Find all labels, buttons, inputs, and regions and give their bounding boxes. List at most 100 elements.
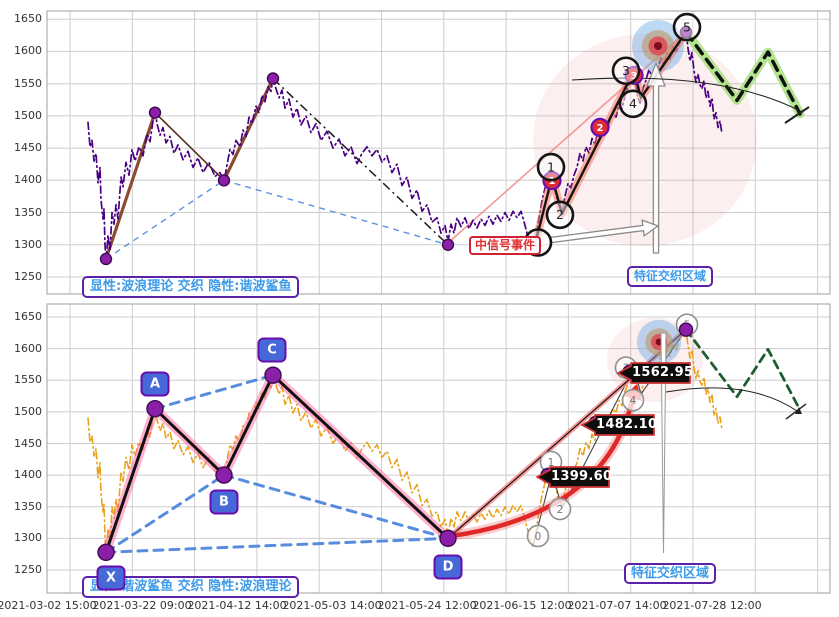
- y-tick-label-top: 1550: [14, 76, 42, 90]
- wave-number-top: 5: [683, 19, 691, 34]
- cd-dashdot-top: [272, 77, 449, 246]
- y-tick-label-bottom: 1300: [14, 531, 42, 545]
- x-tick-label: 2021-05-03 14:00: [282, 599, 382, 612]
- bottom-panel-tag: 显性:谐波鲨鱼 交织 隐性:波浪理论: [82, 576, 300, 598]
- price-tag-shape-1482.1: [581, 414, 655, 436]
- signal-event-number: 1: [549, 176, 556, 187]
- price-tag-1482: 1482.10: [596, 417, 658, 432]
- wave-circle-bottom-2: [548, 497, 572, 521]
- y-tick-label-bottom: 1350: [14, 499, 42, 513]
- wave-line-top: [531, 30, 688, 254]
- panel-border-bottom: [46, 303, 831, 594]
- harmonic-dashed-XB: [104, 473, 226, 554]
- signal-event-marker-2: [590, 117, 610, 138]
- annotation-arc-head-bottom: [795, 407, 802, 414]
- bd-dashed-top: [223, 179, 449, 246]
- wave-circle-top-4: [618, 89, 648, 119]
- x-tick-label: 2021-06-15 12:00: [472, 599, 572, 612]
- wave-number-top: 1: [547, 160, 555, 175]
- pivot-dot-top-5: [679, 25, 693, 39]
- x-tick-label: 2021-07-28 12:00: [662, 599, 762, 612]
- projection-dashed-top: [684, 30, 802, 116]
- pivot-dot-bottom-B: [215, 466, 233, 484]
- y-tick-label-bottom: 1500: [14, 404, 42, 418]
- y-tick-label-top: 1600: [14, 44, 42, 58]
- y-tick-label-top: 1450: [14, 141, 42, 155]
- pivot-dot-bottom-A: [146, 400, 164, 418]
- harmonic-point-label-X: X: [96, 565, 126, 591]
- zone-pointer-bottom: [660, 332, 667, 554]
- y-tick-label-top: 1350: [14, 205, 42, 219]
- projection-dashed-bottom: [684, 328, 802, 412]
- harmonic-point-label-A: A: [140, 371, 170, 397]
- y-tick-label-bottom: 1250: [14, 563, 42, 576]
- y-tick-label-top: 1650: [14, 12, 42, 26]
- pivot-dot-top-D: [441, 238, 455, 251]
- trend-line-top: [447, 31, 687, 244]
- x-tick-label: 2021-03-22 09:00: [92, 599, 192, 612]
- pivot-dot-bottom-X: [97, 543, 115, 561]
- wave-circle-top-3: [611, 56, 641, 86]
- y-tick-label-bottom: 1450: [14, 436, 42, 450]
- wave-number-top: 3: [622, 63, 630, 78]
- top-feature-zone-label: 特征交织区域: [627, 266, 714, 287]
- price-tag-1399: 1399.60: [551, 469, 613, 484]
- y-tick-label-top: 1500: [14, 108, 42, 122]
- pivot-dot-bottom-D: [439, 529, 457, 548]
- annotation-arc-top: [571, 77, 803, 113]
- wave-circle-bottom-0: [526, 524, 550, 548]
- y-tick-label-bottom: 1600: [14, 341, 42, 355]
- wave-number-bottom: 4: [630, 395, 637, 407]
- x-tick-label: 2021-05-24 12:00: [377, 599, 477, 612]
- y-tick-label-bottom: 1650: [14, 310, 42, 323]
- x-tick-label: 2021-04-12 14:00: [187, 599, 287, 612]
- up-arrow: [646, 62, 666, 254]
- signal-event-number: 3: [631, 71, 638, 82]
- wave-number-bottom: 1: [548, 457, 555, 469]
- wave-circle-top-5: [672, 12, 702, 42]
- pivot-dot-top-X: [99, 252, 113, 266]
- y-tick-label-bottom: 1400: [14, 468, 42, 482]
- wave-number-bottom: 0: [535, 531, 542, 543]
- pivot-dot-top-A: [148, 106, 162, 119]
- harmonic-dashed-XD: [104, 536, 450, 554]
- wave-number-bottom: 2: [557, 504, 564, 516]
- x-tick-label: 2021-07-07 14:00: [567, 599, 667, 612]
- harmonic-point-label-C: C: [257, 337, 287, 363]
- pivot-dot-top-C: [266, 72, 280, 85]
- signal-event-number: 2: [597, 123, 604, 134]
- wave-circle-top-2: [545, 200, 575, 230]
- pivot-dot-bottom-5: [678, 322, 694, 337]
- panel-border-top: [46, 10, 831, 295]
- y-tick-label-top: 1300: [14, 237, 42, 251]
- right-arrow: [550, 219, 659, 244]
- wave-circle-top-1: [536, 152, 566, 182]
- price-tag-shape-1562.95: [617, 362, 691, 384]
- wave-number-top: 4: [629, 96, 637, 111]
- wave-number-top: 2: [556, 207, 564, 222]
- signal-event-label: 中信号事件: [469, 236, 542, 255]
- ab-leg-top: [154, 112, 225, 181]
- harmonic-point-label-B: B: [209, 489, 239, 515]
- pivot-dot-bottom-C: [264, 366, 282, 384]
- x-tick-label: 2021-03-02 15:00: [0, 599, 97, 612]
- annotation-arc-bottom: [665, 387, 798, 412]
- harmonic-dashed-AC: [153, 373, 275, 411]
- pivot-dot-top-B: [217, 174, 231, 187]
- wave-circle-bottom-4: [621, 388, 645, 412]
- price-tag-shape-1399.6: [536, 466, 610, 488]
- y-tick-label-bottom: 1550: [14, 373, 42, 387]
- bullseye-marker-top: [654, 42, 662, 50]
- price-series-top: [87, 31, 723, 262]
- bc-leg-top: [222, 77, 275, 182]
- harmonic-dashed-BD: [222, 473, 450, 540]
- y-tick-label-top: 1250: [14, 270, 42, 283]
- xb-dashed-top: [105, 179, 225, 260]
- projection-end-tick-top: [784, 106, 810, 124]
- top-panel-tag: 显性:波浪理论 交织 隐性:谐波鲨鱼: [82, 276, 300, 298]
- projection-end-tick-bottom: [785, 403, 807, 420]
- price-tag-1562: 1562.95: [632, 365, 694, 380]
- y-tick-label-top: 1400: [14, 173, 42, 187]
